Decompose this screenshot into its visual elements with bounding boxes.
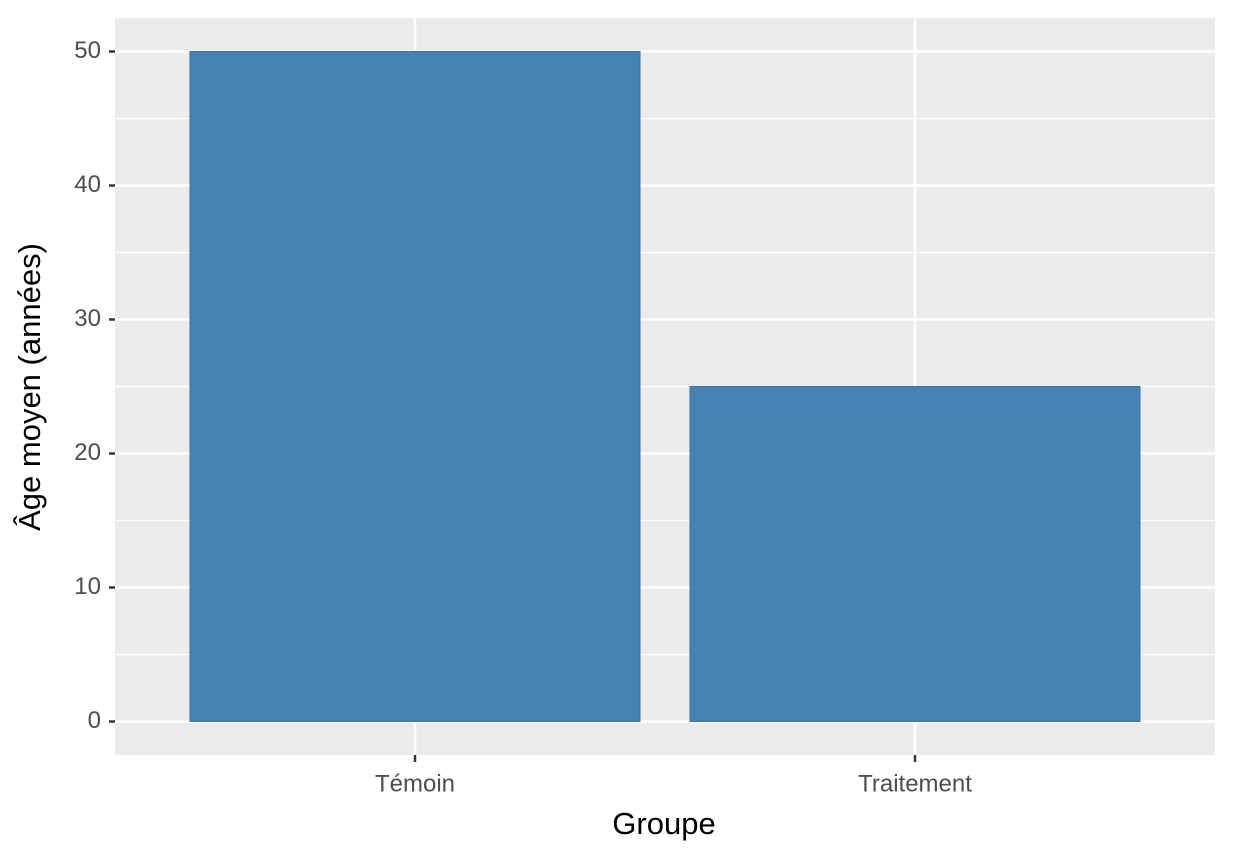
y-tick-label: 20 [74,439,101,466]
y-tick-label: 0 [88,707,101,734]
y-tick-label: 40 [74,171,101,198]
y-axis-title: Âge moyen (années) [12,243,47,531]
x-tick-label: Traitement [858,770,972,797]
y-tick-label: 50 [74,37,101,64]
x-tick-label: Témoin [375,770,455,797]
y-tick-label: 30 [74,305,101,332]
bar [189,51,641,722]
x-axis-title: Groupe [612,806,715,841]
y-tick-label: 10 [74,573,101,600]
marks [189,51,1141,722]
bar [689,386,1141,722]
